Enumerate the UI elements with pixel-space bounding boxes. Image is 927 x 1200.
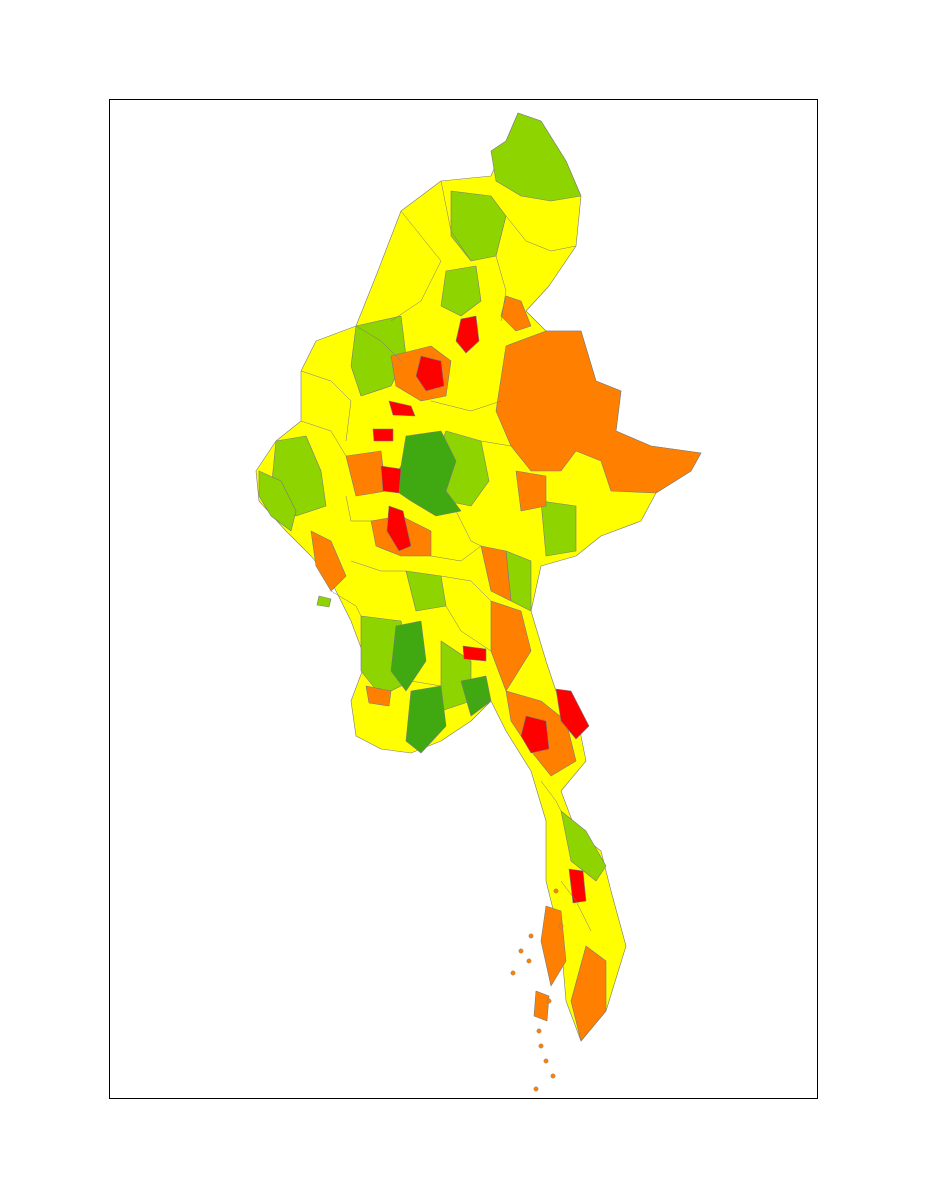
region-rakhine-orange [310, 530, 347, 592]
township-boundary [495, 255, 507, 322]
region-red-kayin [555, 688, 590, 740]
township-boundary [410, 680, 442, 687]
islet [543, 1058, 549, 1064]
islet [536, 1028, 542, 1034]
region-delta-green-2 [405, 685, 447, 754]
region-red-bago [462, 645, 487, 662]
region-red-magway [386, 505, 412, 552]
region-red-3 [380, 465, 402, 494]
region-red-north [455, 315, 480, 354]
township-boundary [445, 605, 492, 652]
township-boundary [390, 210, 442, 322]
region-shan-east [495, 330, 702, 494]
islet [538, 1043, 544, 1049]
region-north-tip [490, 112, 582, 202]
islet [553, 888, 559, 894]
township-boundary [430, 545, 482, 562]
township-boundary [350, 560, 406, 572]
region-west-coast [258, 470, 297, 532]
region-north-mid [440, 265, 482, 317]
choropleth-map [255, 112, 702, 1092]
township-boundary [505, 215, 577, 252]
region-south-orange [570, 945, 607, 1042]
region-shan-south [515, 470, 547, 512]
region-west-upper [350, 315, 407, 397]
township-boundary [330, 590, 362, 617]
region-red-mon [520, 715, 550, 754]
region-island [316, 595, 332, 608]
region-delta-green-1 [390, 620, 427, 692]
region-east-strip [540, 500, 577, 557]
region-red-tanintharyi [568, 868, 587, 904]
islet [528, 933, 534, 939]
region-shan-north [500, 295, 532, 332]
region-red-sagaing [415, 355, 445, 392]
islet [533, 1086, 539, 1092]
map-frame [109, 99, 818, 1099]
township-boundary [300, 420, 347, 457]
township-boundary [345, 495, 371, 522]
islet [510, 970, 516, 976]
township-boundary [430, 400, 502, 412]
region-tenasserim [560, 810, 607, 882]
region-delta-orange [365, 685, 392, 707]
township-boundary [480, 440, 512, 447]
township-boundary [560, 880, 592, 932]
region-red-2 [372, 428, 394, 442]
township-boundary [355, 325, 402, 362]
region-island-orange-2 [533, 990, 550, 1022]
islet [558, 923, 564, 929]
islet [546, 998, 552, 1004]
region-red-1 [388, 400, 416, 417]
islet [526, 958, 532, 964]
township-boundary [455, 510, 482, 547]
township-boundary [540, 780, 562, 812]
islet [550, 1073, 556, 1079]
region-bago-orange [490, 600, 532, 692]
township-boundary [300, 370, 352, 442]
islet [518, 948, 524, 954]
region-kayin-orange [480, 545, 512, 602]
township-boundary [440, 180, 472, 262]
township-boundary [440, 575, 492, 602]
